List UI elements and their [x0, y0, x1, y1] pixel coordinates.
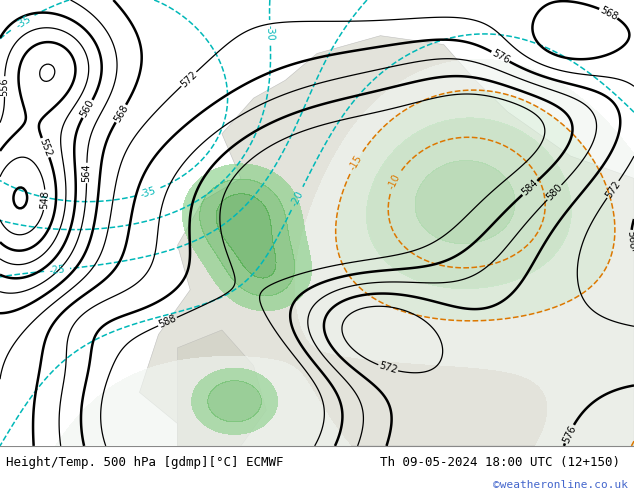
Text: 580: 580: [545, 182, 564, 202]
Text: Height/Temp. 500 hPa [gdmp][°C] ECMWF: Height/Temp. 500 hPa [gdmp][°C] ECMWF: [6, 456, 284, 469]
Text: 572: 572: [179, 69, 199, 89]
Text: 556: 556: [0, 77, 10, 96]
Text: 560: 560: [79, 98, 96, 120]
Text: 568: 568: [112, 103, 130, 124]
Text: 568: 568: [626, 230, 634, 250]
Text: 568: 568: [598, 4, 619, 22]
Text: 572: 572: [378, 361, 398, 376]
Text: -25: -25: [49, 264, 65, 276]
Text: 576: 576: [560, 423, 578, 444]
Text: -30: -30: [265, 25, 275, 41]
Text: 548: 548: [39, 190, 51, 209]
Text: -15: -15: [347, 153, 365, 172]
Text: 576: 576: [490, 48, 511, 66]
Text: Th 09-05-2024 18:00 UTC (12+150): Th 09-05-2024 18:00 UTC (12+150): [380, 456, 621, 469]
Text: -35: -35: [14, 13, 33, 30]
Text: 584: 584: [520, 178, 540, 198]
Text: ©weatheronline.co.uk: ©weatheronline.co.uk: [493, 480, 628, 490]
Text: 572: 572: [604, 179, 623, 200]
Text: -20: -20: [289, 189, 305, 208]
Text: -10: -10: [387, 172, 403, 191]
Polygon shape: [178, 330, 266, 446]
Text: 552: 552: [37, 137, 54, 158]
Text: 564: 564: [82, 164, 92, 182]
Text: 588: 588: [157, 313, 178, 330]
Text: -35: -35: [139, 185, 157, 199]
Polygon shape: [139, 36, 634, 446]
